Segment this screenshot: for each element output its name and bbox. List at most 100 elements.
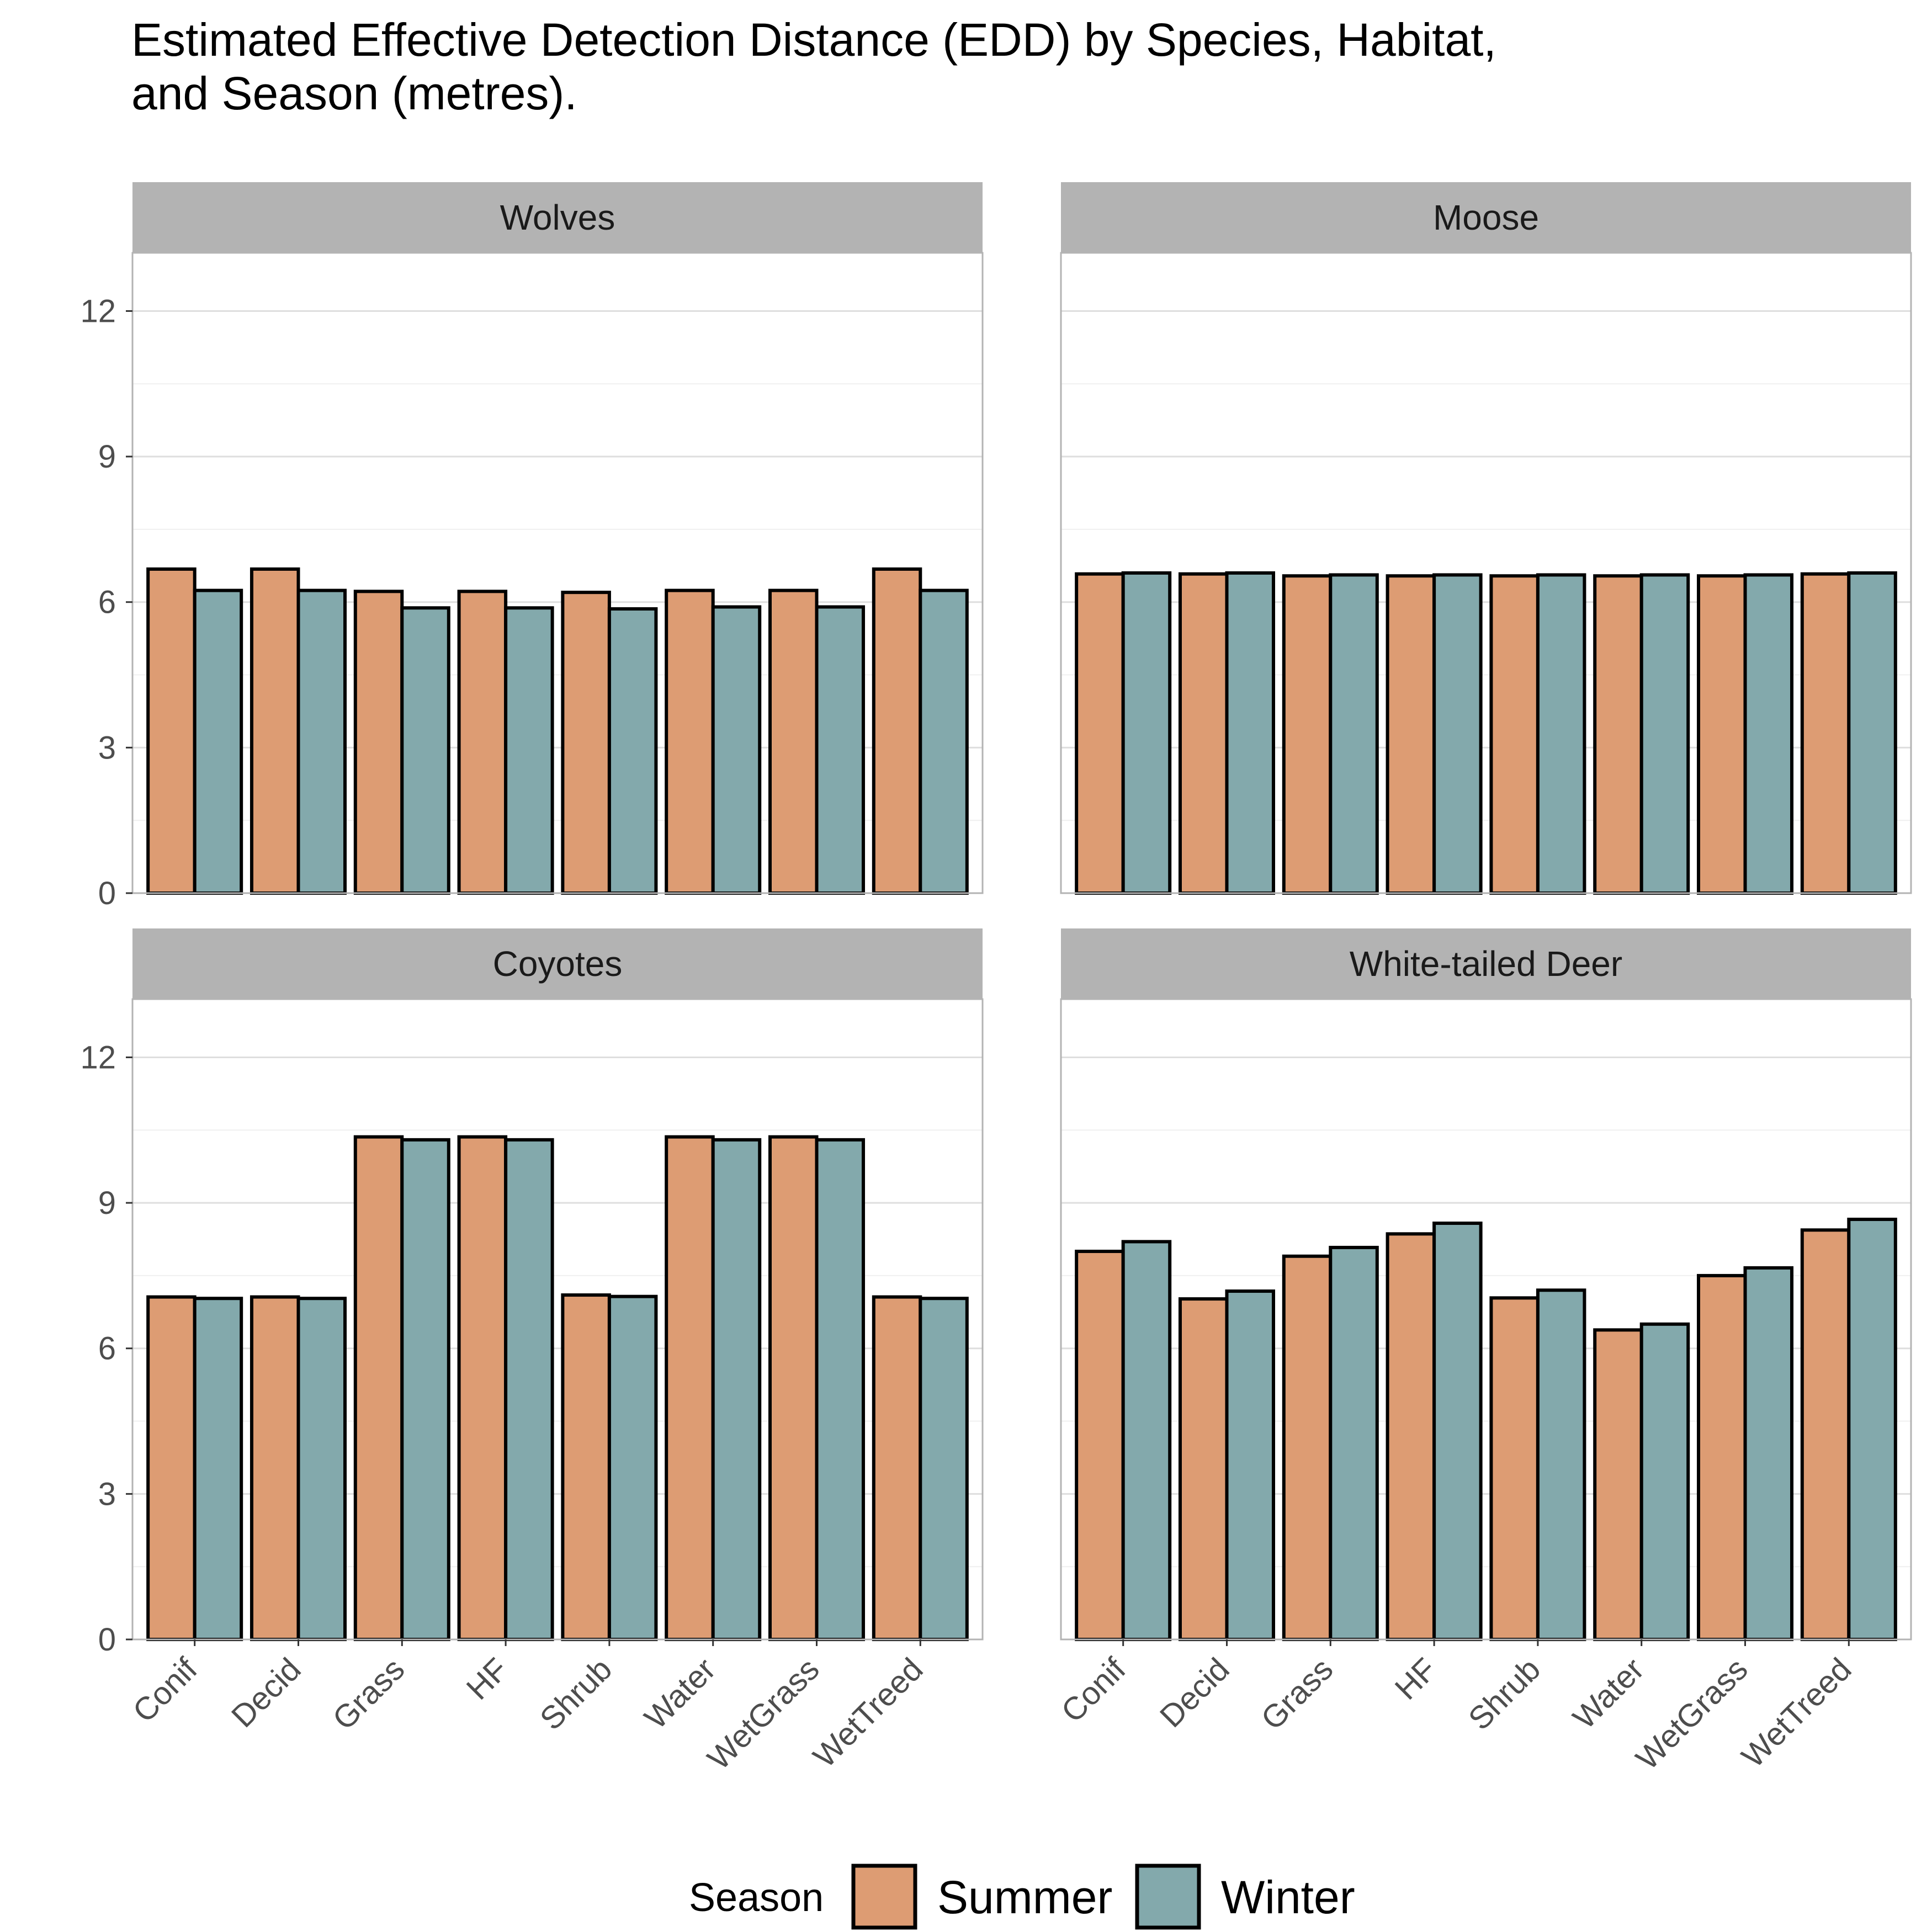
facet-strip-label: Wolves — [500, 198, 615, 237]
bar-coyotes-water-winter — [711, 1138, 762, 1641]
bar-white-tailed-deer-grass-winter — [1329, 1245, 1379, 1642]
y-tick-label: 12 — [80, 1039, 116, 1075]
bar-white-tailed-deer-wettreed-winter — [1847, 1217, 1897, 1641]
bar-white-tailed-deer-hf-winter — [1432, 1222, 1483, 1641]
bar-wolves-grass-summer — [353, 590, 404, 895]
panel-border — [1060, 998, 1912, 1641]
bar-wolves-conif-summer — [146, 567, 197, 895]
y-tick-label: 6 — [98, 585, 116, 620]
bar-moose-wettreed-winter — [1847, 571, 1897, 895]
bar-wolves-shrub-summer — [561, 591, 611, 895]
y-tick-label: 9 — [98, 439, 116, 475]
bar-moose-hf-summer — [1386, 574, 1436, 895]
bar-moose-shrub-winter — [1536, 573, 1586, 895]
bar-white-tailed-deer-shrub-summer — [1489, 1296, 1540, 1641]
bar-wolves-decid-winter — [296, 588, 347, 895]
bar-wolves-wettreed-summer — [872, 567, 922, 895]
bar-coyotes-hf-winter — [504, 1138, 554, 1641]
bar-coyotes-wettreed-winter — [919, 1297, 969, 1642]
chart-title-line-2: and Season (metres). — [131, 67, 577, 119]
panel-border — [131, 998, 984, 1641]
bar-coyotes-decid-winter — [296, 1297, 347, 1642]
bar-white-tailed-deer-wetgrass-summer — [1697, 1273, 1747, 1642]
bar-moose-conif-winter — [1121, 571, 1172, 895]
y-tick-label: 3 — [98, 1476, 116, 1512]
bar-white-tailed-deer-water-summer — [1593, 1328, 1643, 1641]
bar-wolves-hf-summer — [457, 590, 508, 895]
bar-coyotes-wetgrass-summer — [768, 1135, 819, 1641]
bar-coyotes-shrub-summer — [561, 1293, 611, 1641]
facet-strip — [1061, 182, 1911, 253]
y-tick-label: 12 — [80, 293, 116, 329]
bar-moose-decid-winter — [1225, 571, 1275, 895]
bar-wolves-water-winter — [711, 605, 762, 895]
bar-moose-hf-winter — [1432, 573, 1483, 895]
bar-moose-water-summer — [1593, 574, 1643, 895]
bar-white-tailed-deer-grass-summer — [1282, 1254, 1333, 1641]
facet-strip — [132, 928, 983, 999]
legend-title: Season — [689, 1876, 824, 1920]
bar-moose-wetgrass-summer — [1697, 574, 1747, 895]
bar-moose-wetgrass-winter — [1743, 573, 1794, 895]
y-tick-label: 6 — [98, 1331, 116, 1367]
bar-moose-water-winter — [1639, 573, 1690, 895]
facet-moose: Moose — [1060, 182, 1912, 895]
legend: Season Summer Winter — [689, 1864, 1355, 1930]
y-tick-label: 9 — [98, 1185, 116, 1221]
bar-coyotes-grass-summer — [353, 1135, 404, 1641]
bar-moose-grass-summer — [1282, 574, 1333, 895]
facet-strip-label: Moose — [1433, 198, 1539, 237]
bar-white-tailed-deer-decid-winter — [1225, 1289, 1275, 1641]
bar-white-tailed-deer-hf-summer — [1386, 1232, 1436, 1641]
bar-wolves-conif-winter — [193, 588, 243, 895]
bar-coyotes-wetgrass-winter — [815, 1138, 866, 1641]
facet-strip-label: White-tailed Deer — [1350, 944, 1622, 984]
bar-white-tailed-deer-wettreed-summer — [1800, 1228, 1851, 1641]
bar-coyotes-conif-summer — [146, 1295, 197, 1641]
facet-strip — [132, 182, 983, 253]
legend-label-summer: Summer — [937, 1871, 1112, 1923]
bar-moose-grass-winter — [1329, 573, 1379, 895]
bar-white-tailed-deer-wetgrass-winter — [1743, 1266, 1794, 1641]
bar-wolves-wetgrass-winter — [815, 605, 866, 895]
bar-coyotes-wettreed-summer — [872, 1295, 922, 1641]
bar-white-tailed-deer-conif-summer — [1075, 1249, 1125, 1641]
bar-wolves-wettreed-winter — [919, 588, 969, 895]
bar-moose-shrub-summer — [1489, 574, 1540, 895]
bar-moose-wettreed-summer — [1800, 572, 1851, 895]
facet-strip-label: Coyotes — [493, 944, 623, 984]
bar-white-tailed-deer-conif-winter — [1121, 1240, 1172, 1642]
legend-swatch-summer — [851, 1864, 917, 1930]
bar-coyotes-shrub-winter — [607, 1294, 658, 1642]
bar-coyotes-grass-winter — [400, 1138, 450, 1641]
bar-wolves-hf-winter — [504, 606, 554, 895]
bar-wolves-grass-winter — [400, 606, 450, 895]
bar-wolves-shrub-winter — [607, 607, 658, 895]
bar-wolves-wetgrass-summer — [768, 588, 819, 895]
facet-wolves: Wolves 0 3 6 9 12 — [80, 182, 984, 911]
bar-wolves-decid-summer — [250, 567, 300, 895]
chart-title-line-1: Estimated Effective Detection Distance (… — [131, 14, 1496, 66]
y-tick-label: 0 — [98, 1622, 116, 1658]
panel-border — [131, 252, 984, 894]
bar-moose-decid-summer — [1178, 572, 1229, 895]
facet-strip — [1061, 928, 1911, 999]
bar-white-tailed-deer-water-winter — [1639, 1322, 1690, 1641]
y-tick-label: 0 — [98, 875, 116, 911]
bar-coyotes-water-summer — [665, 1135, 715, 1641]
bar-coyotes-decid-summer — [250, 1295, 300, 1641]
panel-border — [1060, 252, 1912, 894]
bar-wolves-water-summer — [665, 588, 715, 895]
bar-white-tailed-deer-shrub-winter — [1536, 1288, 1586, 1641]
bar-moose-conif-summer — [1075, 572, 1125, 895]
y-tick-label: 3 — [98, 730, 116, 766]
bar-coyotes-conif-winter — [193, 1297, 243, 1642]
legend-label-winter: Winter — [1221, 1871, 1355, 1923]
legend-swatch-winter — [1135, 1864, 1201, 1930]
bar-white-tailed-deer-decid-summer — [1178, 1297, 1229, 1641]
bar-coyotes-hf-summer — [457, 1135, 508, 1641]
